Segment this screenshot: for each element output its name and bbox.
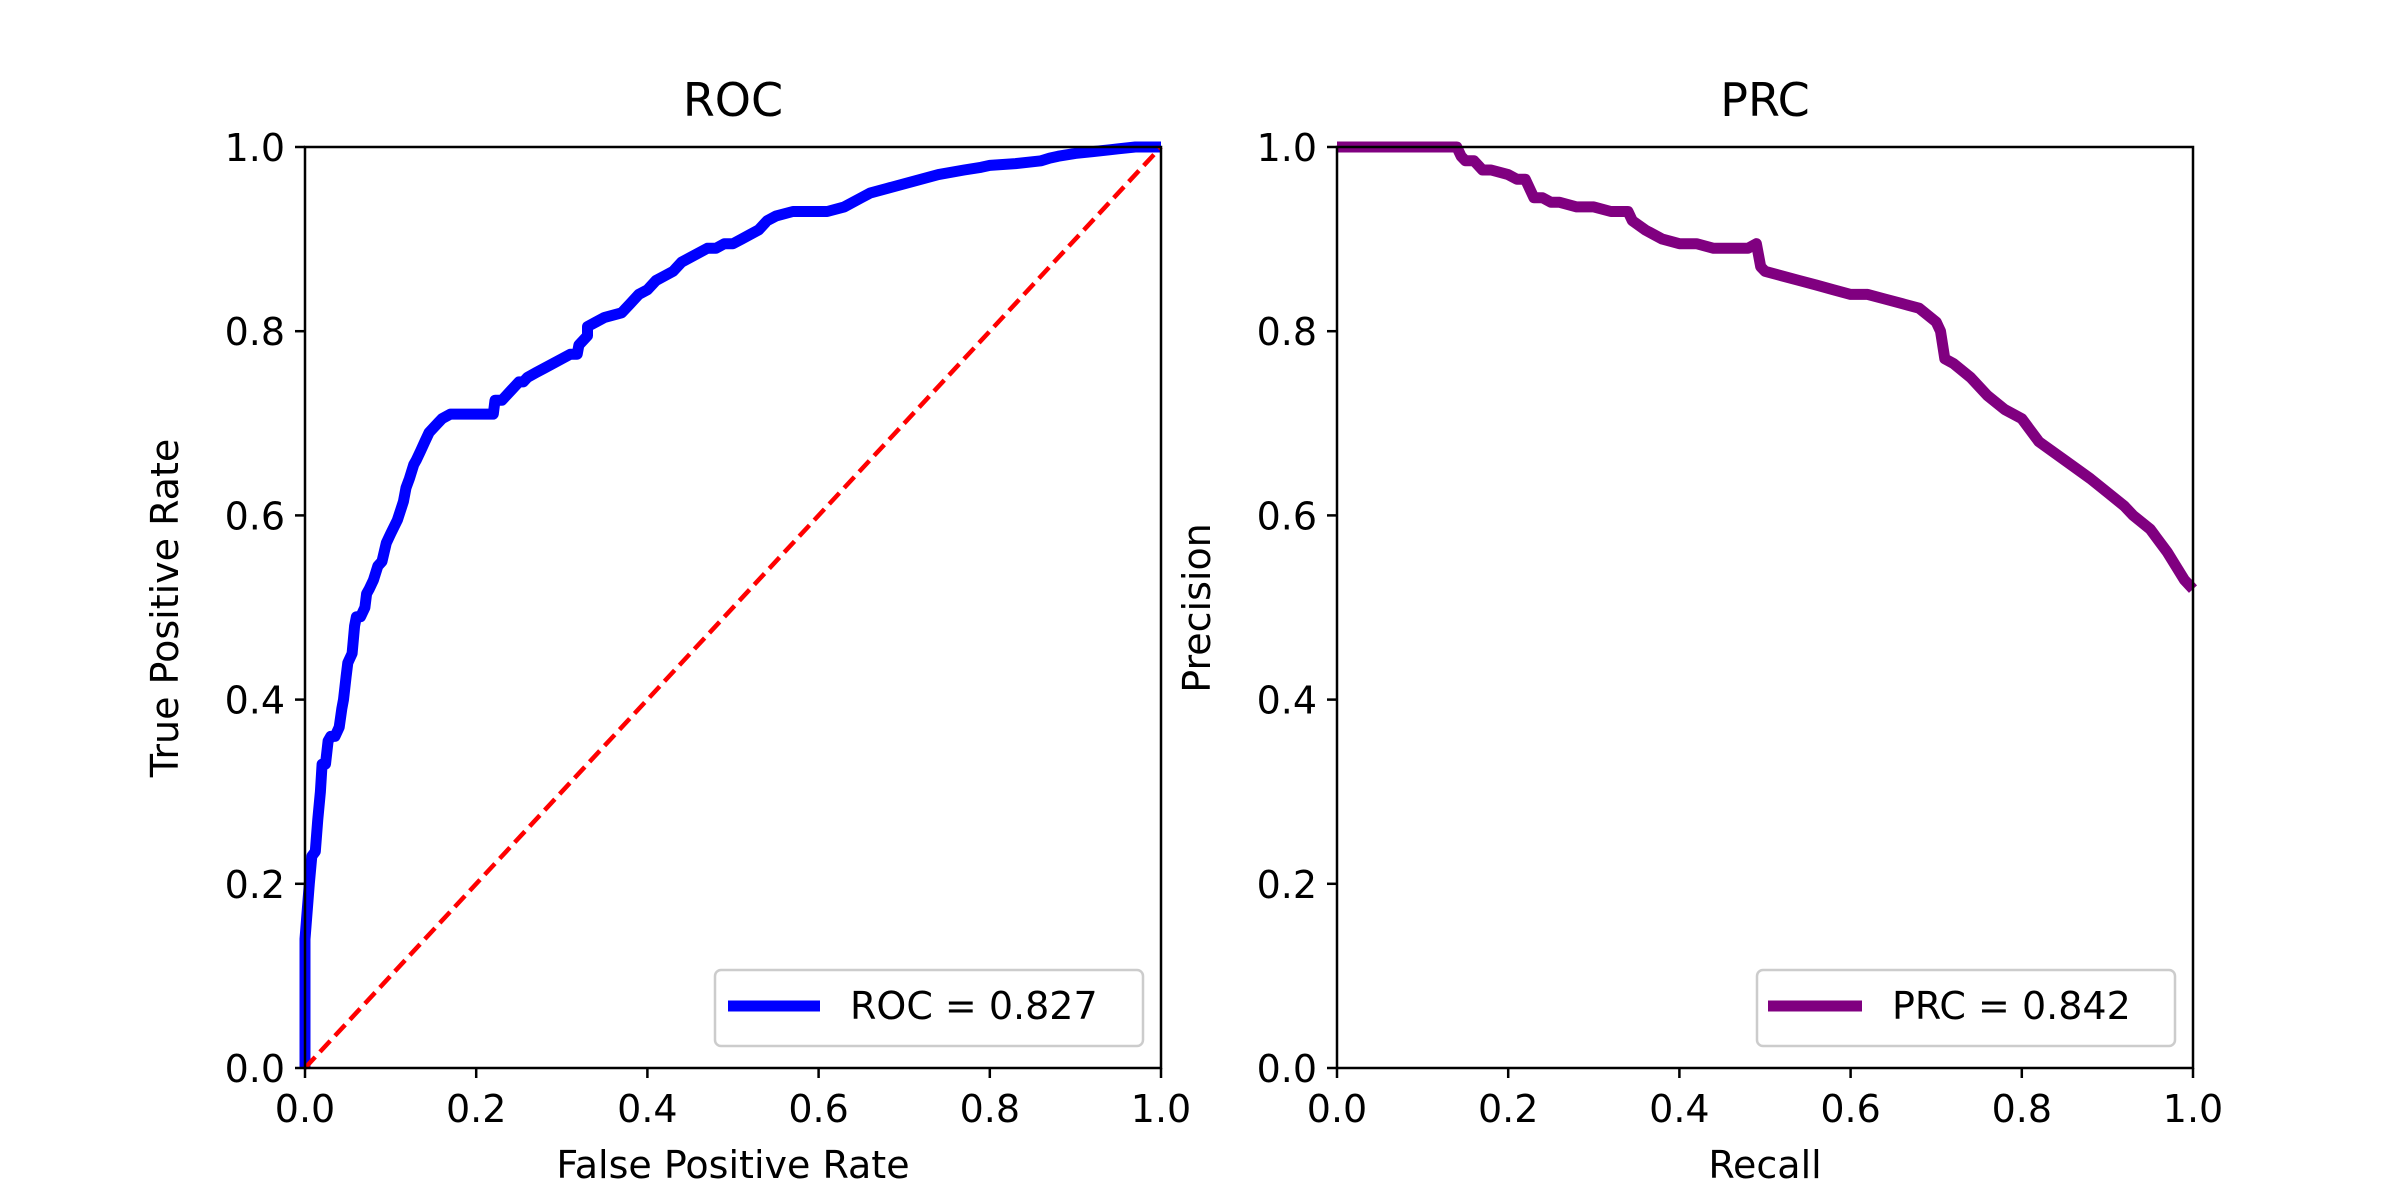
roc-ticks: 0.0 0.2 0.4 0.6 0.8 1.0 0.0 0.2 0.4 0.6 0.8 1.0 bbox=[225, 126, 1192, 1131]
roc-y-tick-label: 0.8 bbox=[225, 310, 285, 354]
prc-x-tick-label: 0.8 bbox=[1992, 1087, 2052, 1131]
prc-x-tick-label: 0.0 bbox=[1307, 1087, 1367, 1131]
roc-y-tick-label: 1.0 bbox=[225, 126, 285, 170]
prc-y-axis-label: Precision bbox=[1175, 523, 1219, 693]
prc-series-group bbox=[1337, 141, 2198, 593]
roc-x-tick-label: 0.0 bbox=[275, 1087, 335, 1131]
roc-legend-box bbox=[713, 968, 1145, 1048]
roc-plot-frame bbox=[303, 145, 1163, 1070]
roc-x-tick-label: 0.4 bbox=[617, 1087, 677, 1131]
roc-x-tick-label: 0.6 bbox=[788, 1087, 848, 1131]
roc-chart: ROC False Positive Rate True Positive Ra… bbox=[143, 73, 1191, 1187]
prc-x-tick-label: 0.2 bbox=[1478, 1087, 1538, 1131]
roc-y-axis-label: True Positive Rate bbox=[143, 439, 187, 779]
roc-x-tick-label: 0.2 bbox=[446, 1087, 506, 1131]
prc-y-tick-label: 0.6 bbox=[1257, 494, 1317, 538]
prc-y-tick-label: 0.0 bbox=[1257, 1047, 1317, 1091]
roc-series-group bbox=[299, 141, 1163, 1070]
prc-curve-line bbox=[1337, 141, 2198, 593]
prc-legend: PRC = 0.842 bbox=[1755, 968, 2177, 1048]
prc-legend-label: PRC = 0.842 bbox=[1892, 984, 2131, 1028]
roc-curve-line bbox=[299, 141, 1161, 1068]
roc-x-tick-label: 0.8 bbox=[960, 1087, 1020, 1131]
prc-y-tick-label: 1.0 bbox=[1257, 126, 1317, 170]
prc-legend-box bbox=[1755, 968, 2177, 1048]
prc-y-tick-label: 0.2 bbox=[1257, 863, 1317, 907]
roc-y-tick-label: 0.2 bbox=[225, 863, 285, 907]
prc-chart: PRC Recall Precision 0.0 0.2 0.4 0.6 0.8 1.00… bbox=[1175, 73, 2223, 1187]
prc-plot-frame bbox=[1335, 145, 2195, 1070]
roc-x-axis-label: False Positive Rate bbox=[556, 1143, 909, 1187]
roc-y-tick-label: 0.0 bbox=[225, 1047, 285, 1091]
roc-y-tick-label: 0.4 bbox=[225, 679, 285, 723]
roc-y-tick-label: 0.6 bbox=[225, 494, 285, 538]
prc-y-tick-label: 0.8 bbox=[1257, 310, 1317, 354]
prc-x-tick-label: 0.4 bbox=[1649, 1087, 1709, 1131]
roc-x-tick-label: 1.0 bbox=[1131, 1087, 1191, 1131]
prc-title: PRC bbox=[1720, 73, 1810, 127]
prc-x-tick-label: 0.6 bbox=[1820, 1087, 1880, 1131]
prc-y-tick-label: 0.4 bbox=[1257, 679, 1317, 723]
roc-legend-label: ROC = 0.827 bbox=[850, 984, 1098, 1028]
roc-legend: ROC = 0.827 bbox=[713, 968, 1145, 1048]
prc-x-tick-label: 1.0 bbox=[2163, 1087, 2223, 1131]
prc-x-axis-label: Recall bbox=[1708, 1143, 1821, 1187]
roc-chance-diagonal-line bbox=[303, 145, 1163, 1070]
roc-title: ROC bbox=[683, 73, 783, 127]
prc-ticks: 0.0 0.2 0.4 0.6 0.8 1.0 0.0 0.2 0.4 0.6 0.8 1.0 bbox=[1257, 126, 2224, 1131]
